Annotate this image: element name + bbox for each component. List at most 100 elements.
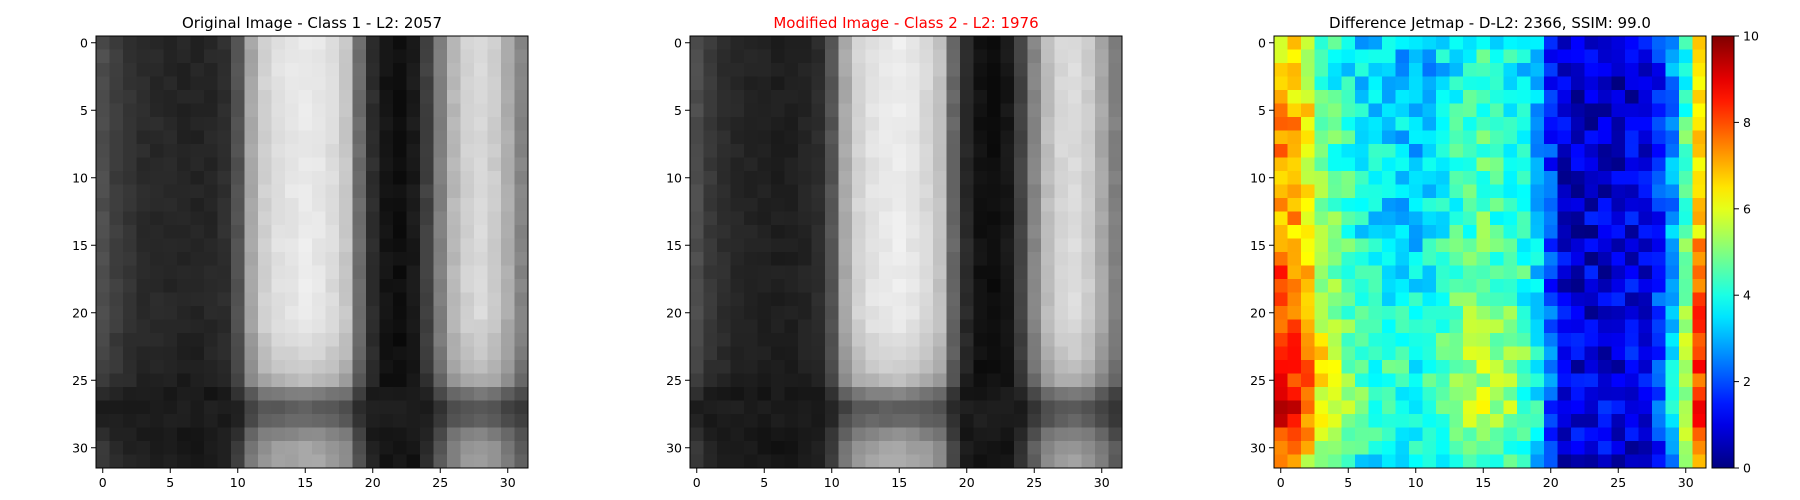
heatmap-cell — [420, 36, 434, 50]
heatmap-cell — [258, 144, 272, 158]
heatmap-cell — [1315, 50, 1329, 64]
heatmap-cell — [1517, 225, 1531, 239]
heatmap-cell — [488, 144, 502, 158]
heatmap-cell — [1369, 131, 1383, 145]
heatmap-cell — [407, 387, 421, 401]
heatmap-cell — [704, 252, 718, 266]
heatmap-cell — [758, 279, 772, 293]
heatmap-cell — [245, 104, 259, 118]
heatmap-cell — [218, 333, 232, 347]
heatmap-cell — [879, 347, 893, 361]
heatmap-cell — [1477, 131, 1491, 145]
heatmap-cell — [1001, 131, 1015, 145]
heatmap-cell — [204, 171, 218, 185]
heatmap-cell — [231, 50, 245, 64]
heatmap-cell — [366, 131, 380, 145]
heatmap-cell — [1531, 387, 1545, 401]
heatmap-cell — [1436, 428, 1450, 442]
heatmap-cell — [1068, 252, 1082, 266]
heatmap-cell — [420, 212, 434, 226]
heatmap-cell — [1301, 306, 1315, 320]
heatmap-cell — [150, 414, 164, 428]
heatmap-cell — [191, 77, 205, 91]
heatmap-cell — [1055, 266, 1069, 280]
heatmap-cell — [933, 63, 947, 77]
heatmap-cell — [1274, 279, 1288, 293]
heatmap-cell — [1301, 279, 1315, 293]
heatmap-cell — [1423, 441, 1437, 455]
heatmap-cell — [1504, 144, 1518, 158]
heatmap-cell — [947, 374, 961, 388]
heatmap-cell — [353, 104, 367, 118]
heatmap-cell — [474, 293, 488, 307]
heatmap-cell — [866, 225, 880, 239]
heatmap-cell — [1369, 401, 1383, 415]
heatmap-cell — [96, 63, 110, 77]
heatmap-cell — [1342, 225, 1356, 239]
heatmap-cell — [177, 333, 191, 347]
heatmap-cell — [1014, 36, 1028, 50]
heatmap-cell — [1666, 90, 1680, 104]
heatmap-cell — [461, 441, 475, 455]
heatmap-cell — [1571, 401, 1585, 415]
heatmap-cell — [1666, 185, 1680, 199]
heatmap-cell — [1028, 104, 1042, 118]
x-tick-label: 30 — [1678, 475, 1694, 490]
heatmap-cell — [204, 414, 218, 428]
heatmap-cell — [947, 36, 961, 50]
heatmap-cell — [191, 387, 205, 401]
heatmap-cell — [1109, 158, 1123, 172]
heatmap-cell — [1001, 36, 1015, 50]
heatmap-cell — [1369, 293, 1383, 307]
heatmap-cell — [1517, 158, 1531, 172]
heatmap-cell — [1679, 293, 1693, 307]
heatmap-cell — [879, 171, 893, 185]
heatmap-cell — [137, 158, 151, 172]
heatmap-cell — [1055, 212, 1069, 226]
heatmap-cell — [1082, 198, 1096, 212]
heatmap-cell — [1544, 306, 1558, 320]
heatmap-cell — [1463, 360, 1477, 374]
heatmap-cell — [1450, 347, 1464, 361]
heatmap-cell — [1328, 50, 1342, 64]
heatmap-cell — [1055, 239, 1069, 253]
heatmap-cell — [1423, 63, 1437, 77]
heatmap-cell — [1625, 185, 1639, 199]
heatmap-cell — [798, 455, 812, 469]
heatmap-cell — [785, 104, 799, 118]
heatmap-cell — [1490, 239, 1504, 253]
heatmap-cell — [1355, 131, 1369, 145]
heatmap-cell — [1068, 77, 1082, 91]
heatmap-cell — [137, 320, 151, 334]
heatmap-cell — [1095, 441, 1109, 455]
heatmap-cell — [110, 387, 124, 401]
heatmap-cell — [1014, 198, 1028, 212]
heatmap-cell — [1490, 333, 1504, 347]
heatmap-cell — [1477, 212, 1491, 226]
heatmap-cell — [434, 131, 448, 145]
heatmap-cell — [704, 266, 718, 280]
heatmap-cell — [744, 360, 758, 374]
heatmap-cell — [690, 36, 704, 50]
heatmap-cell — [501, 360, 515, 374]
heatmap-cell — [177, 198, 191, 212]
heatmap-cell — [1450, 171, 1464, 185]
heatmap-cell — [1585, 212, 1599, 226]
heatmap-cell — [258, 266, 272, 280]
heatmap-cell — [272, 198, 286, 212]
heatmap-cell — [731, 428, 745, 442]
heatmap-cell — [285, 63, 299, 77]
heatmap-cell — [893, 455, 907, 469]
heatmap-cell — [893, 279, 907, 293]
heatmap-cell — [434, 293, 448, 307]
heatmap-cell — [893, 414, 907, 428]
heatmap-cell — [1288, 252, 1302, 266]
heatmap-cell — [501, 320, 515, 334]
heatmap-cell — [771, 252, 785, 266]
heatmap-cell — [353, 36, 367, 50]
heatmap-cell — [744, 185, 758, 199]
heatmap-cell — [1490, 401, 1504, 415]
heatmap-cell — [1342, 104, 1356, 118]
heatmap-cell — [1490, 158, 1504, 172]
heatmap-cell — [231, 306, 245, 320]
